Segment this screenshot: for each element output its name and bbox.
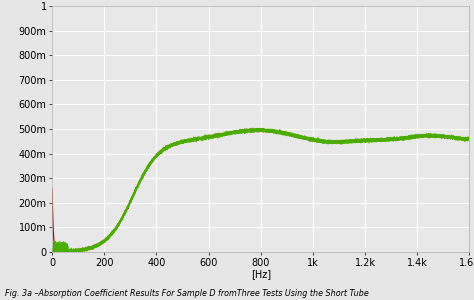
Text: Fig. 3a –Absorption Coefficient Results For Sample D fromThree Tests Using the S: Fig. 3a –Absorption Coefficient Results … <box>5 290 368 298</box>
